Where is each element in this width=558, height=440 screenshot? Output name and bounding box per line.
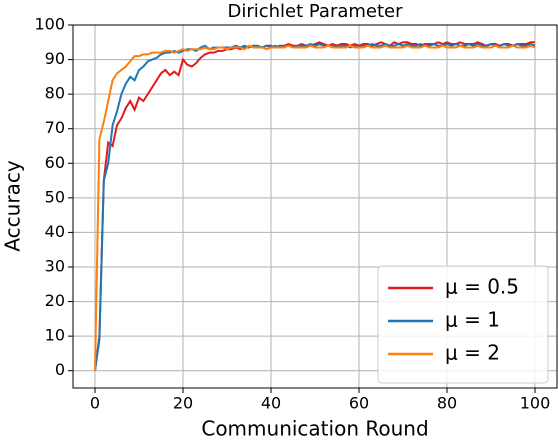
y-tick-label: 100 [34, 15, 65, 34]
y-axis-label: Accuracy [1, 160, 25, 251]
y-tick-label: 60 [45, 153, 65, 172]
y-tick-label: 50 [45, 187, 65, 206]
y-tick-label: 30 [45, 257, 65, 276]
x-tick-label: 60 [349, 394, 369, 413]
legend: μ = 0.5 μ = 1 μ = 2 [377, 265, 549, 384]
y-tick-label: 40 [45, 222, 65, 241]
legend-label: μ = 2 [445, 341, 500, 365]
y-tick-label: 0 [55, 360, 65, 379]
plot-frame [72, 24, 558, 389]
y-tick-label: 10 [45, 326, 65, 345]
y-tick-label: 20 [45, 291, 65, 310]
line-series [94, 44, 536, 371]
y-tick-label: 80 [45, 84, 65, 103]
line-series [94, 41, 535, 371]
x-axis-label: Communication Round [201, 417, 428, 440]
y-tick-label: 90 [45, 49, 65, 68]
x-tick-label: 20 [173, 394, 193, 413]
x-tick-label: 40 [261, 394, 281, 413]
legend-label: μ = 1 [445, 308, 500, 332]
y-tick-label: 70 [45, 118, 65, 137]
legend-label: μ = 0.5 [445, 275, 519, 299]
x-tick-label: 100 [520, 394, 551, 413]
x-tick-label: 80 [437, 394, 457, 413]
x-tick-label: 0 [90, 394, 100, 413]
chart-title: Dirichlet Parameter [227, 1, 403, 22]
